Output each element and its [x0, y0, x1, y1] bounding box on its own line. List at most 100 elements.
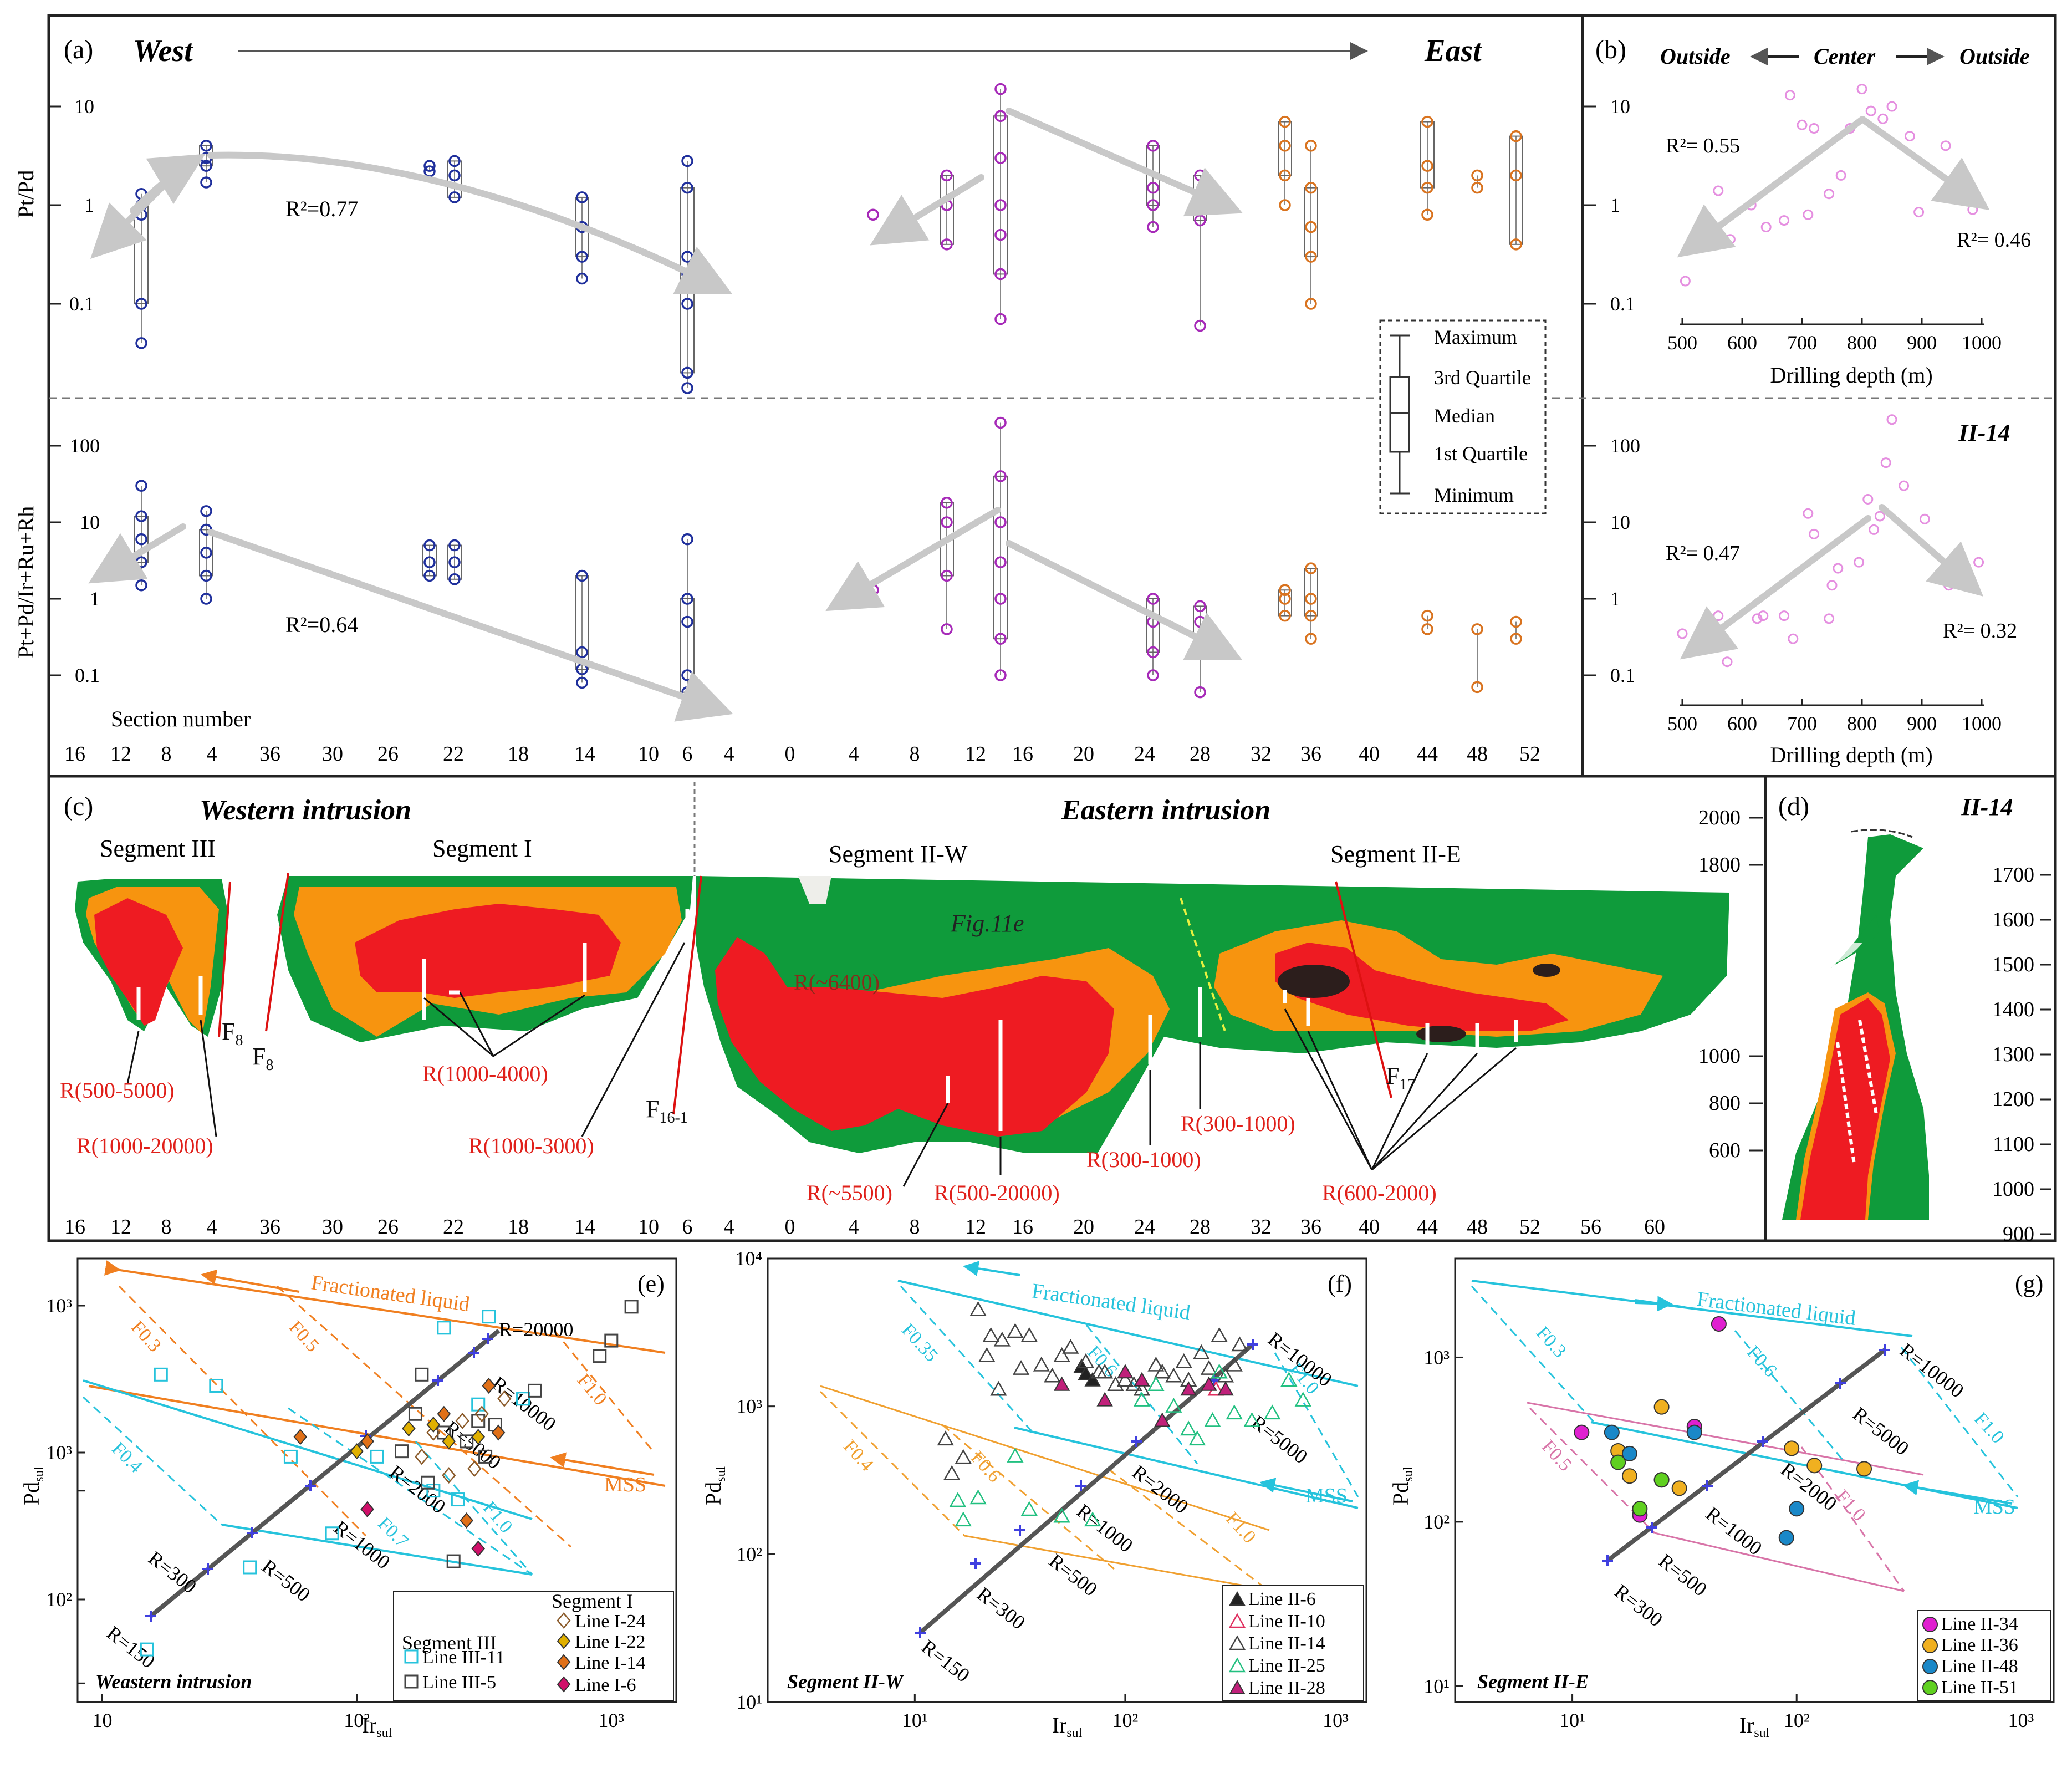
f-ytick-label: 10⁴	[735, 1247, 762, 1270]
eastern-intrusion-label: Eastern intrusion	[1061, 794, 1270, 826]
section-number-label: Section number	[111, 706, 251, 731]
fault-labels: F8 F8 F16-1 F17	[222, 1018, 1415, 1127]
panel-e: (e) Weastern intrusion Irsul Pdsul 10 10²…	[19, 1257, 677, 1740]
f-legend-label: Line II-14	[1248, 1633, 1325, 1654]
e-r-mark	[432, 1375, 443, 1386]
f-legend-marker	[1228, 1613, 1246, 1628]
f-legend-label: Line II-10	[1248, 1611, 1325, 1632]
f-point-5	[1180, 1381, 1197, 1396]
e-f3: F1.0	[573, 1370, 611, 1409]
a-xtick: 0	[785, 742, 795, 766]
f-point-3	[978, 1347, 996, 1362]
a-xtick: 36	[1300, 742, 1321, 766]
g-legend-marker	[1922, 1680, 1938, 1695]
pt-pd-box	[940, 175, 954, 245]
a-ytick-top: 10	[74, 95, 94, 118]
b-top-point	[1760, 221, 1772, 232]
r-label-9: R(300-1000)	[1181, 1111, 1295, 1136]
b-bottom-point	[1886, 414, 1897, 425]
ratio-point	[681, 615, 693, 628]
pt-pd-point	[576, 251, 588, 263]
e-point-2	[421, 1475, 435, 1490]
b-bottom-point	[1677, 628, 1688, 639]
g-xtick-label: 10²	[1784, 1709, 1810, 1731]
pt-pd-point	[994, 110, 1007, 122]
ratio-point	[1305, 609, 1317, 622]
pt-pd-point	[1510, 130, 1522, 142]
e-point-2	[446, 1554, 461, 1568]
f-point-3	[1154, 1363, 1171, 1379]
pt-pd-box	[1278, 121, 1292, 176]
ratio-point	[681, 593, 693, 605]
f-point-4	[1211, 1363, 1228, 1379]
panel-e-points	[140, 1300, 639, 1657]
b-top-ytick-label: 0.1	[1610, 293, 1635, 315]
g-point-3	[1621, 1445, 1637, 1461]
gap-white	[798, 876, 831, 904]
f-r-mark	[970, 1558, 981, 1569]
b-top-point	[1856, 84, 1867, 95]
g-r-label: R=500	[1655, 1550, 1711, 1601]
c-elev-label: 1000	[1698, 1045, 1741, 1068]
f-point-4	[1180, 1420, 1197, 1436]
red-zone-iie	[1275, 943, 1569, 1031]
panel-f-tag: (f)	[1328, 1270, 1352, 1297]
b-bottom-point	[1809, 528, 1820, 539]
red-zone-i	[355, 904, 621, 998]
c-xtick: 18	[508, 1215, 529, 1239]
g-legend-marker	[1922, 1659, 1938, 1674]
east-label: East	[1424, 34, 1482, 68]
ratio-point	[1305, 633, 1317, 645]
f-point-3	[1175, 1353, 1192, 1368]
panel-a: (a) West East Pt/Pd Pt+Pd/Ir+Ru+Rh Secti…	[13, 34, 1540, 766]
c-xtick: 52	[1519, 1215, 1540, 1239]
f-point-3	[990, 1380, 1007, 1396]
c-xtick: 4	[849, 1215, 859, 1239]
r-label-7: R(500-20000)	[934, 1180, 1060, 1205]
pt-pd-point	[994, 199, 1007, 211]
e-point-2	[408, 1407, 422, 1421]
a-xtick: 16	[1012, 742, 1033, 766]
pt-pd-box	[993, 115, 1008, 275]
a-ytick-top: 1	[84, 194, 94, 216]
f-legend-marker	[1228, 1635, 1246, 1650]
g-legend-marker	[1922, 1638, 1938, 1653]
e-ytick-label: 10³	[46, 1441, 72, 1464]
g-point-3	[1604, 1424, 1620, 1440]
a-xtick: 32	[1251, 742, 1272, 766]
panel-g-title: Segment II-E	[1477, 1670, 1589, 1693]
c-xtick: 36	[1300, 1215, 1321, 1239]
b-top-point	[1913, 207, 1925, 218]
legend-max: Maximum	[1434, 326, 1517, 348]
c-xtick: 16	[1012, 1215, 1033, 1239]
f-point-3	[1211, 1327, 1228, 1342]
panel-e-title: Weastern intrusion	[95, 1670, 252, 1693]
a-xtick: 12	[110, 742, 131, 766]
c-xtick: 12	[110, 1215, 131, 1239]
panel-d-tag: (d)	[1778, 792, 1809, 821]
b-bottom-tick-label: 600	[1727, 712, 1757, 735]
g-r-label: R=300	[1610, 1580, 1667, 1631]
ratio-point	[448, 539, 461, 552]
pt-pd-point	[1305, 251, 1317, 263]
a-xtick: 18	[508, 742, 529, 766]
b-top-tick-label: 800	[1847, 332, 1877, 354]
pt-pd-point	[576, 191, 588, 203]
e-point-1	[451, 1492, 465, 1507]
e-f1: F0.3	[127, 1317, 165, 1356]
trend-arrows-a	[88, 108, 1243, 722]
f-r-mark	[915, 1627, 926, 1638]
ratio-point	[1305, 562, 1317, 574]
e-point-5	[293, 1429, 308, 1445]
pt-pd-point	[1305, 298, 1317, 310]
g-point-4	[1653, 1472, 1670, 1488]
ratio-point	[1147, 593, 1159, 605]
f-legend-label: Line II-6	[1248, 1589, 1316, 1609]
a-xtick: 28	[1190, 742, 1211, 766]
e-point-1	[516, 1392, 530, 1406]
a-xtick: 44	[1417, 742, 1438, 766]
pt-pd-point	[681, 366, 693, 379]
c-elev-label: 800	[1709, 1092, 1741, 1115]
f-point-5	[1117, 1364, 1134, 1379]
